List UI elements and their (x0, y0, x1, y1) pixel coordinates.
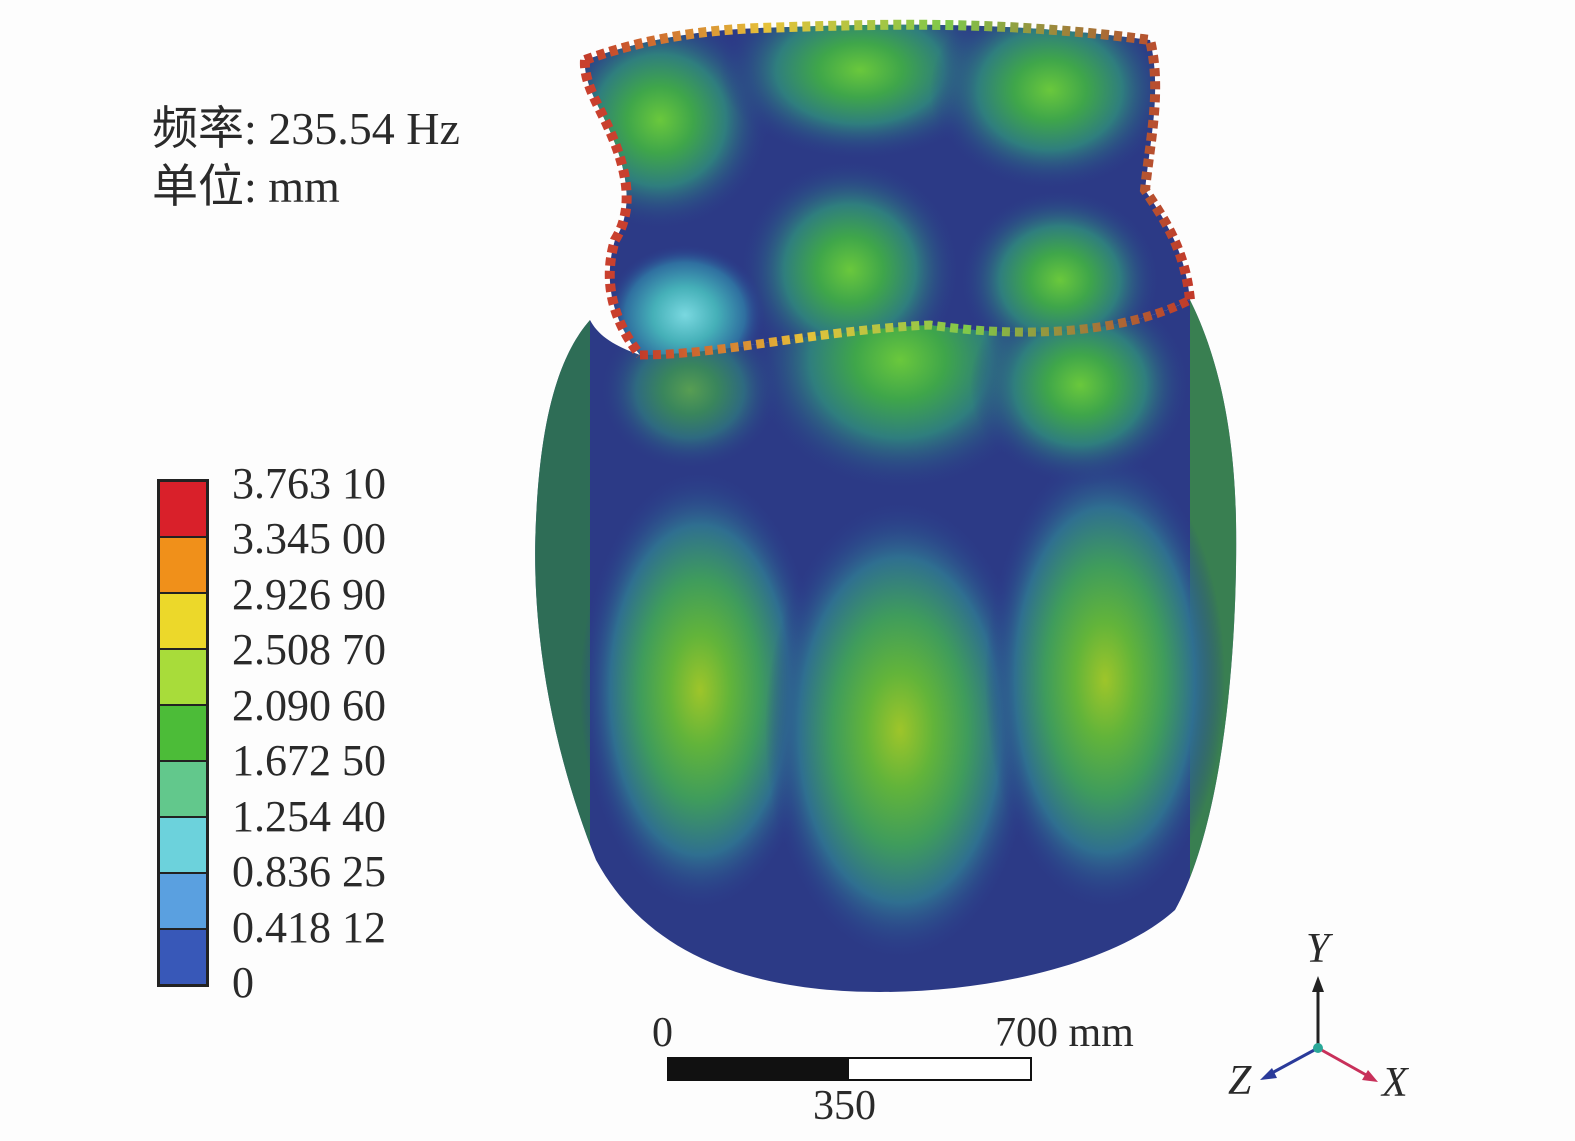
legend-swatch-3 (160, 650, 206, 706)
legend-swatch-8 (160, 930, 206, 984)
scale-bar-black (667, 1057, 849, 1081)
legend-value-3: 2.508 70 (232, 625, 386, 674)
axis-label-z: Z (1228, 1058, 1252, 1104)
legend-swatch-6 (160, 818, 206, 874)
scale-label-end: 700 mm (995, 1010, 1134, 1056)
color-legend-bar (157, 479, 209, 987)
legend-swatch-5 (160, 762, 206, 818)
unit-label: 单位: mm (152, 161, 340, 212)
legend-value-6: 1.254 40 (232, 792, 386, 841)
legend-value-2: 2.926 90 (232, 570, 386, 619)
legend-value-9: 0 (232, 958, 254, 1007)
scale-bar-white (847, 1057, 1032, 1081)
legend-swatch-0 (160, 482, 206, 538)
legend-value-8: 0.418 12 (232, 903, 386, 952)
left-rim (579, 59, 644, 359)
axis-label-y: Y (1306, 926, 1330, 972)
info-block: 频率: 235.54 Hz 单位: mm (152, 100, 460, 216)
legend-value-1: 3.345 00 (232, 514, 386, 563)
legend-value-7: 0.836 25 (232, 847, 386, 896)
legend-swatch-1 (160, 538, 206, 594)
scale-label-start: 0 (652, 1010, 673, 1056)
frequency-label: 频率: 235.54 Hz (152, 103, 460, 154)
legend-swatch-4 (160, 706, 206, 762)
legend-swatch-2 (160, 594, 206, 650)
legend-value-4: 2.090 60 (232, 681, 386, 730)
scale-label-mid: 350 (813, 1083, 876, 1129)
axis-triad (1260, 976, 1378, 1082)
front-rim (639, 295, 1193, 360)
legend-swatch-7 (160, 874, 206, 930)
legend-value-5: 1.672 50 (232, 736, 386, 785)
axis-label-x: X (1382, 1060, 1408, 1106)
legend-value-0: 3.763 10 (232, 459, 386, 508)
